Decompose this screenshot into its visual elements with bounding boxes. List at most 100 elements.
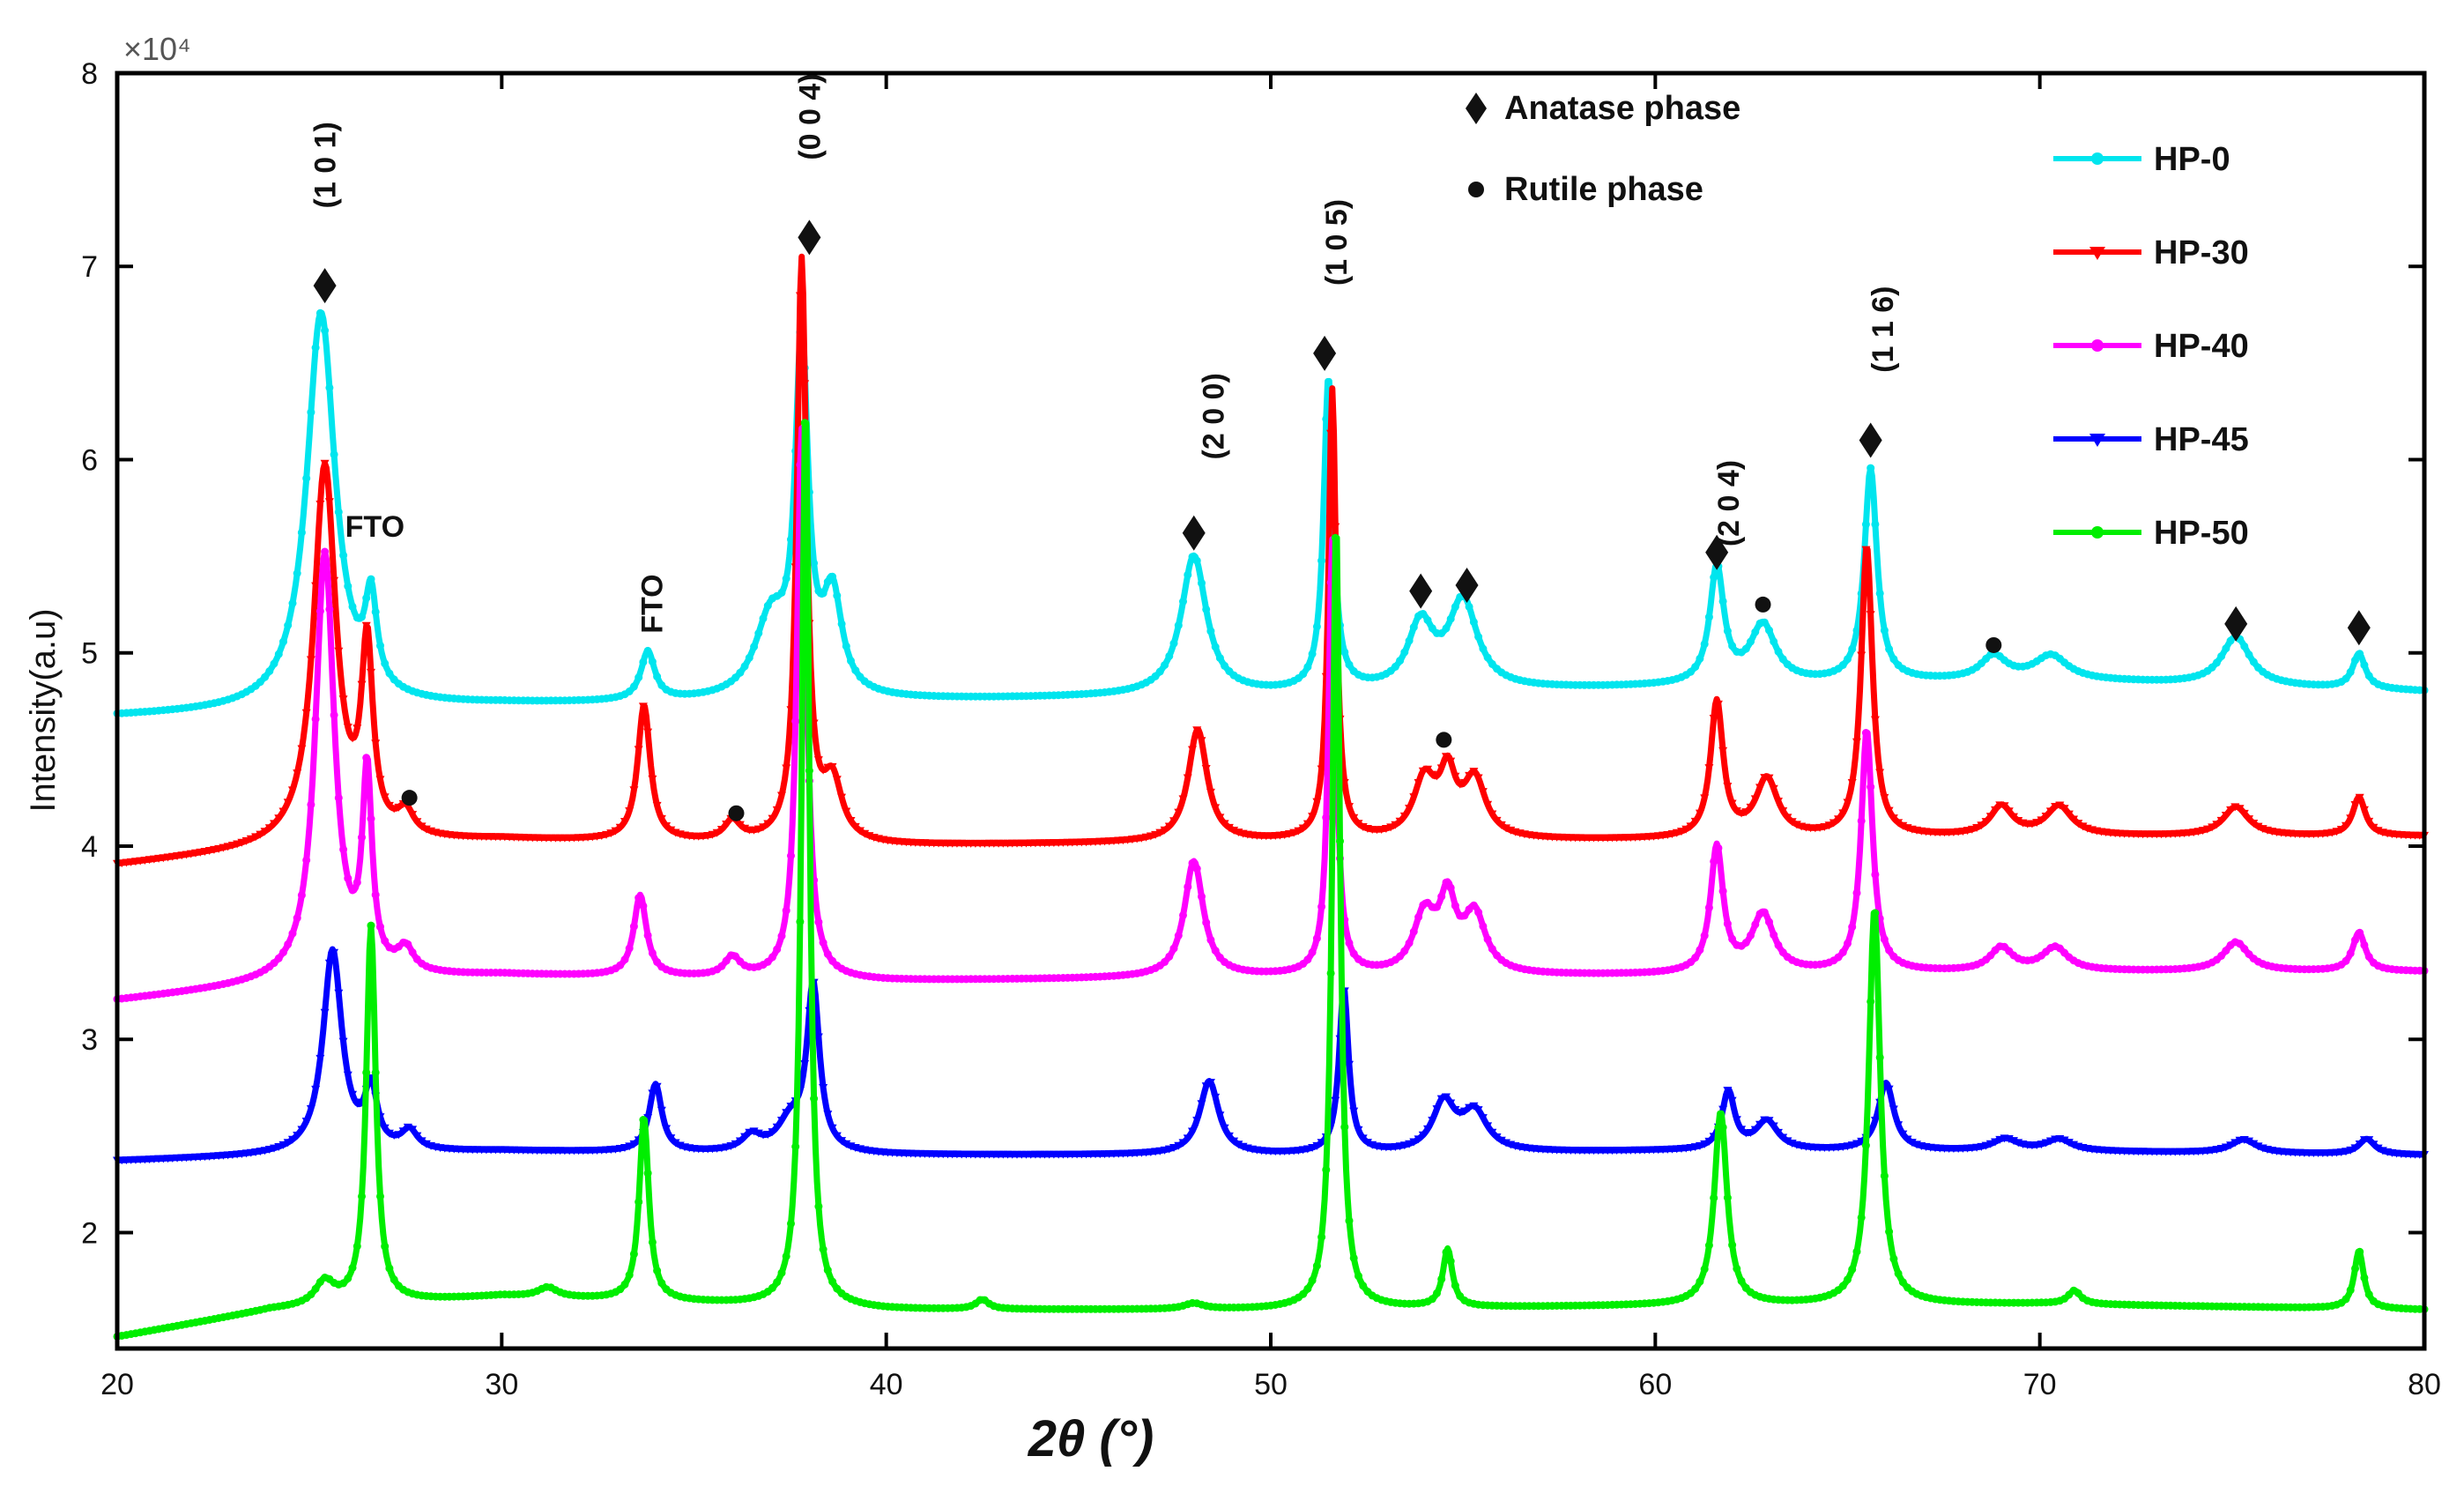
data-point <box>819 1245 828 1253</box>
data-point <box>629 922 638 931</box>
data-point <box>380 1124 390 1133</box>
data-point <box>1423 616 1432 625</box>
data-point <box>297 891 306 900</box>
data-point <box>1469 768 1479 776</box>
data-point <box>1733 1264 1741 1273</box>
data-point <box>1852 1140 1861 1148</box>
data-point <box>1765 918 1773 926</box>
data-point <box>2064 1139 2074 1148</box>
data-point <box>1838 661 1847 669</box>
data-point <box>1871 520 1880 529</box>
data-point <box>620 1280 629 1289</box>
data-point <box>2217 951 2226 960</box>
miller-index-label: (0 0 4) <box>793 73 827 160</box>
data-point <box>376 1192 384 1200</box>
data-point <box>260 828 270 836</box>
data-point <box>2355 1141 2364 1149</box>
x-tick-label: 30 <box>485 1368 518 1401</box>
data-point <box>1220 1124 1229 1133</box>
data-point <box>1889 1254 1898 1263</box>
data-point <box>301 709 311 717</box>
data-point <box>293 569 301 577</box>
data-point <box>1446 614 1455 623</box>
anatase-diamond-marker <box>1313 335 1337 371</box>
data-point <box>1770 637 1778 646</box>
data-point <box>625 806 635 815</box>
data-point <box>371 890 380 899</box>
data-point <box>1700 1265 1709 1274</box>
data-point <box>1211 643 1220 651</box>
data-point <box>1451 772 1460 781</box>
x-tick-label: 80 <box>2408 1368 2441 1401</box>
data-point <box>264 824 274 833</box>
data-point <box>412 818 422 827</box>
series-markers-hp-0 <box>113 308 2429 717</box>
data-point <box>819 589 828 598</box>
data-point <box>735 821 745 829</box>
fto-label: FTO <box>345 510 404 544</box>
data-point <box>1169 1144 1179 1153</box>
data-point <box>776 791 786 800</box>
data-point <box>1409 1138 1419 1147</box>
data-point <box>1391 662 1399 671</box>
data-point <box>1696 654 1704 663</box>
data-point <box>791 717 800 725</box>
data-point <box>2217 652 2226 661</box>
data-point <box>367 814 375 823</box>
data-point <box>1483 935 1492 944</box>
data-point <box>657 1279 666 1288</box>
data-point <box>837 1137 847 1146</box>
y-exponent-label: ×10⁴ <box>123 31 191 67</box>
data-point <box>1764 774 1774 783</box>
data-point <box>394 803 404 812</box>
data-point <box>1178 795 1188 804</box>
phase-legend-diamond <box>1466 93 1487 124</box>
data-point <box>666 1134 676 1143</box>
data-point <box>1885 644 1894 653</box>
data-point <box>639 658 648 666</box>
data-point <box>657 814 666 823</box>
data-point <box>1192 1116 1202 1125</box>
data-point <box>1400 648 1409 657</box>
data-point <box>1354 820 1363 828</box>
data-point <box>2235 805 2245 814</box>
data-point <box>1308 948 1317 956</box>
data-point <box>1898 1278 1907 1287</box>
data-point <box>315 606 324 615</box>
data-point <box>1345 939 1354 947</box>
data-point <box>1704 1241 1713 1250</box>
data-point <box>1709 714 1718 723</box>
data-point <box>800 1059 810 1068</box>
data-point <box>648 948 657 957</box>
data-point <box>837 620 846 628</box>
data-point <box>2041 1139 2051 1148</box>
data-point <box>343 724 353 732</box>
data-point <box>2360 661 2369 670</box>
data-point <box>2253 822 2263 831</box>
data-point <box>1336 836 1344 845</box>
data-point <box>782 1109 791 1118</box>
data-point <box>1215 814 1225 822</box>
data-point <box>625 944 634 953</box>
x-tick-label: 50 <box>1254 1368 1288 1401</box>
data-point <box>2041 813 2051 821</box>
data-point <box>643 1169 652 1178</box>
data-point <box>311 582 321 591</box>
data-point <box>1451 902 1459 910</box>
data-point <box>311 1085 321 1094</box>
data-point <box>1778 655 1787 664</box>
miller-index-label: (1 0 5) <box>1320 199 1354 286</box>
data-point <box>353 878 361 887</box>
data-point <box>1690 817 1700 826</box>
data-point <box>1727 1096 1737 1105</box>
data-point <box>1718 1123 1727 1132</box>
data-point <box>800 380 810 389</box>
data-point <box>1437 1274 1446 1283</box>
data-point <box>2356 1247 2364 1256</box>
data-point <box>306 1104 315 1113</box>
phase-legend-label: Anatase phase <box>1504 90 1740 127</box>
data-point <box>782 906 790 915</box>
data-point <box>1838 809 1848 818</box>
data-point <box>1479 644 1488 653</box>
data-point <box>371 607 380 616</box>
